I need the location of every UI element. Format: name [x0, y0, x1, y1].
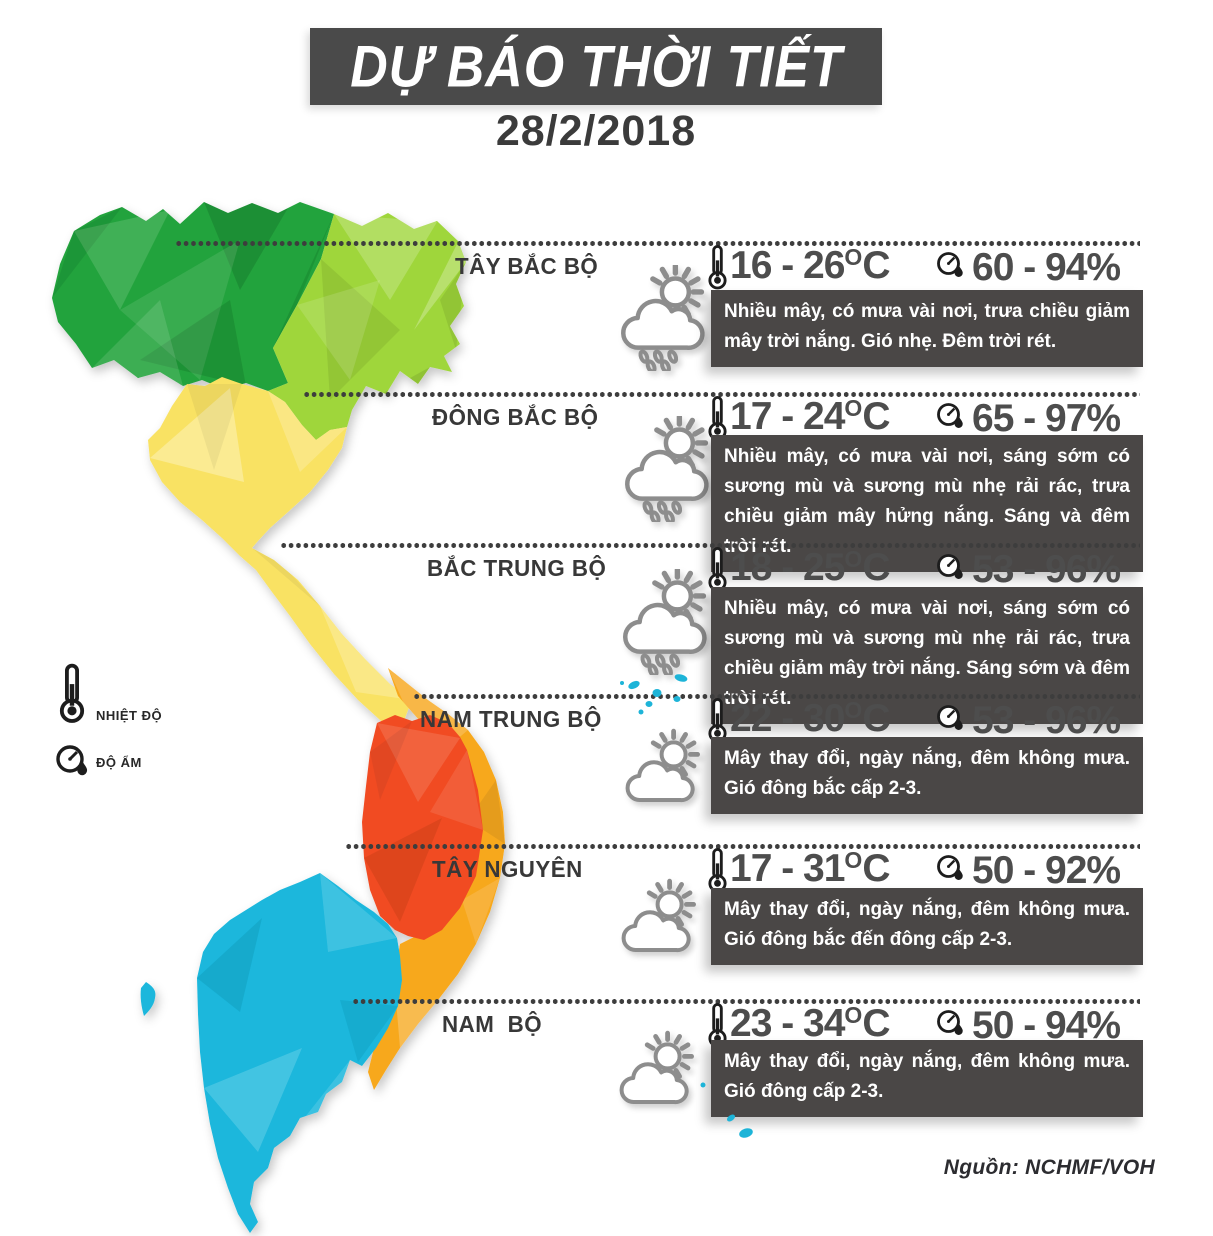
- temperature-value: 17 - 31OC: [730, 847, 890, 890]
- humidity-value: 60 - 94%: [972, 246, 1121, 289]
- forecast-description: Mây thay đổi, ngày nắng, đêm không mưa. …: [711, 1040, 1143, 1117]
- sun-cloud-rain-icon: [620, 416, 710, 522]
- thermometer-icon: [707, 546, 728, 592]
- temperature-value: 18 - 25OC: [730, 546, 890, 589]
- region-name: NAM TRUNG BỘ: [420, 706, 602, 732]
- sun-cloud-rain-icon: [618, 569, 708, 675]
- humidity-reading: 53 - 96%: [936, 699, 1121, 742]
- forecast-description: Mây thay đổi, ngày nắng, đêm không mưa. …: [711, 737, 1143, 814]
- region-name: TÂY BẮC BỘ: [455, 253, 599, 279]
- humidity-gauge-icon: [936, 251, 966, 281]
- source-credit: Nguồn: NCHMF/VOH: [943, 1156, 1155, 1179]
- humidity-value: 50 - 94%: [972, 1004, 1121, 1047]
- dotted-divider: [345, 844, 1140, 849]
- humidity-gauge-icon: [936, 854, 966, 884]
- region-name: TÂY NGUYÊN: [432, 856, 583, 882]
- forecast-description: Mây thay đổi, ngày nắng, đêm không mưa. …: [711, 888, 1143, 965]
- legend-humidity-label: ĐỘ ẨM: [96, 755, 142, 770]
- humidity-value: 53 - 96%: [972, 548, 1121, 591]
- dotted-divider: [303, 392, 1140, 397]
- sun-cloud-rain-icon: [616, 265, 706, 371]
- forecast-description: Nhiều mây, có mưa vài nơi, trưa chiều gi…: [711, 290, 1143, 367]
- dotted-divider: [352, 999, 1140, 1004]
- humidity-reading: 50 - 94%: [936, 1004, 1121, 1047]
- page-title: DỰ BÁO THỜI TIẾT: [349, 34, 843, 99]
- humidity-value: 50 - 92%: [972, 849, 1121, 892]
- dotted-divider: [175, 241, 1140, 246]
- region-name: ĐÔNG BẮC BỘ: [432, 404, 599, 430]
- map-island: [140, 982, 156, 1016]
- humidity-reading: 53 - 96%: [936, 548, 1121, 591]
- humidity-gauge-icon: [936, 402, 966, 432]
- dotted-divider: [413, 694, 1140, 699]
- humidity-reading: 60 - 94%: [936, 246, 1121, 289]
- temperature-reading: 18 - 25OC: [707, 546, 890, 592]
- temperature-reading: 23 - 34OC: [707, 1002, 890, 1048]
- sun-cloud-icon: [620, 878, 700, 958]
- thermometer-icon: [707, 847, 728, 893]
- temperature-value: 22 - 30OC: [730, 697, 890, 740]
- temperature-reading: 17 - 24OC: [707, 395, 890, 441]
- thermometer-icon: [707, 244, 728, 290]
- region-name: BẮC TRUNG BỘ: [427, 555, 607, 581]
- dotted-divider: [280, 543, 1140, 548]
- legend-temperature-label: NHIỆT ĐỘ: [96, 708, 163, 723]
- temperature-value: 16 - 26OC: [730, 244, 890, 287]
- region-name: NAM BỘ: [442, 1011, 543, 1037]
- sun-cloud-icon: [624, 728, 704, 808]
- humidity-gauge-icon: [936, 1009, 966, 1039]
- humidity-reading: 65 - 97%: [936, 397, 1121, 440]
- forecast-description: Nhiều mây, có mưa vài nơi, sáng sớm có s…: [711, 435, 1143, 572]
- humidity-gauge-icon: [936, 553, 966, 583]
- humidity-reading: 50 - 92%: [936, 849, 1121, 892]
- temperature-reading: 16 - 26OC: [707, 244, 890, 290]
- humidity-value: 53 - 96%: [972, 699, 1121, 742]
- humidity-value: 65 - 97%: [972, 397, 1121, 440]
- temperature-value: 23 - 34OC: [730, 1002, 890, 1045]
- forecast-description: Nhiều mây, có mưa vài nơi, sáng sớm có s…: [711, 587, 1143, 724]
- sun-cloud-icon: [618, 1030, 698, 1110]
- humidity-gauge-icon: [936, 704, 966, 734]
- forecast-date: 28/2/2018: [495, 107, 697, 155]
- temperature-reading: 22 - 30OC: [707, 697, 890, 743]
- title-banner: DỰ BÁO THỜI TIẾT: [310, 28, 882, 105]
- temperature-reading: 17 - 31OC: [707, 847, 890, 893]
- temperature-value: 17 - 24OC: [730, 395, 890, 438]
